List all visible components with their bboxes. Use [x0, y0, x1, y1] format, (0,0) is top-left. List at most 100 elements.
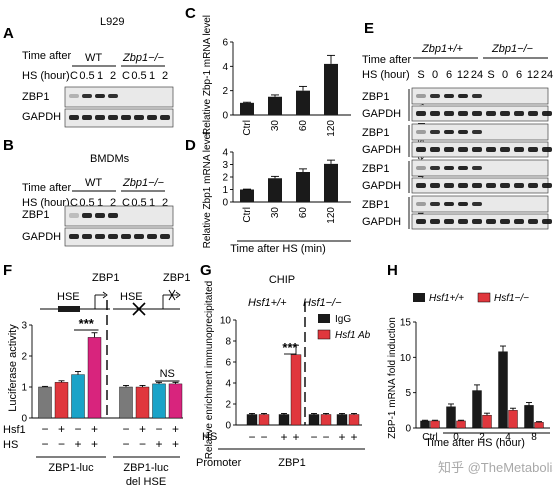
e-lane-8: 12 — [527, 69, 539, 81]
e-gapdh-band-1-9 — [542, 147, 552, 152]
g-legend: IgG Hsf1 Ab — [317, 314, 371, 341]
f-row-hsf1: Hsf1 — [3, 424, 26, 436]
e-row-zbp1-2: ZBP1 — [362, 163, 390, 175]
c-ytick-3: 6 — [222, 38, 228, 49]
f-zbp1-label-2: ZBP1 — [163, 272, 191, 284]
f-bar-1 — [54, 382, 69, 419]
e-gapdh-band-0-7 — [514, 111, 524, 116]
panel-letter-c: C — [185, 5, 196, 22]
e-gapdh-band-0-9 — [542, 111, 552, 116]
f-hsf1-sign-7: + — [172, 422, 179, 436]
h-xtick-4: 8 — [531, 432, 537, 443]
f-hsf1-sign-4: − — [122, 422, 129, 436]
c-xtick-0: Ctrl — [242, 120, 253, 136]
h-xtick-0: Ctrl — [422, 432, 438, 443]
a-time-after: Time after — [22, 50, 71, 62]
f-hsf1-sign-1: + — [58, 422, 65, 436]
h-legend-swatch-ko — [477, 292, 491, 303]
f-hsf1-sign-6: − — [155, 422, 162, 436]
e-lane-labels: S 0 6 12 24 S 0 6 12 24 — [417, 69, 553, 81]
d-bar-2 — [296, 172, 310, 202]
f-bar-6 — [152, 383, 166, 419]
e-row-gapdh-3: GAPDH — [362, 216, 401, 228]
g-hs-sign-3: + — [292, 430, 299, 444]
e-zbp1-band-3-4 — [472, 202, 482, 206]
g-ytick-0: 0 — [225, 421, 231, 432]
b-cell-line: BMDMs — [90, 153, 130, 165]
a-gapdh-band-5 — [134, 115, 144, 120]
a-bands — [69, 94, 170, 120]
b-time-after: Time after — [22, 182, 71, 194]
a-group-ko: Zbp1−/− — [122, 52, 165, 64]
f-ylabel: Luciferase activity — [7, 324, 19, 412]
e-zbp1-band-2-3 — [458, 166, 468, 170]
b-group-wt: WT — [85, 177, 102, 189]
a-gapdh-band-7 — [160, 115, 170, 120]
f-row-hs: HS — [3, 439, 18, 451]
e-gapdh-band-0-0 — [416, 111, 426, 116]
e-gapdh-band-0-5 — [486, 111, 496, 116]
g-bar-0-1 — [278, 414, 290, 426]
e-zbp1-band-3-1 — [430, 202, 440, 206]
a-lane-labels: C 0.5 1 2 C 0.5 1 2 — [70, 70, 168, 82]
b-gapdh-band-5 — [134, 234, 144, 239]
b-group-ko: Zbp1−/− — [122, 177, 165, 189]
e-gapdh-band-1-8 — [528, 147, 538, 152]
watermark: 知乎 @TheMetabolist — [438, 460, 553, 475]
g-hs-sign-6: + — [338, 430, 345, 444]
a-gapdh-band-6 — [147, 115, 157, 120]
e-zbp1-band-2-4 — [472, 166, 482, 170]
c-ytick-1: 2 — [222, 86, 228, 97]
h-xtick-3: 4 — [505, 432, 511, 443]
h-bar-0-3 — [498, 351, 508, 429]
h-bar-1-0 — [430, 420, 440, 429]
d-bar-1 — [268, 178, 282, 202]
f-construct-del: HSE ZBP1 — [113, 272, 191, 316]
c-ylabel: Relative Zbp-1 mRNA level — [202, 15, 213, 135]
g-bar-0-3 — [336, 414, 348, 426]
f-deletion-x-icon — [132, 302, 146, 316]
d-xlabel: Time after HS (min) — [230, 243, 326, 255]
e-lane-6: 0 — [502, 69, 508, 81]
h-ylabel: ZBP-1 mRNA fold induction — [387, 317, 398, 439]
a-lane-5: 0.5 — [131, 70, 146, 82]
d-xtick-0: Ctrl — [242, 207, 253, 223]
f-hs-sign-4: − — [122, 437, 129, 451]
h-ytick-2: 10 — [400, 353, 412, 364]
f-hsf1-sign-2: − — [74, 422, 81, 436]
chart-g: 0 2 4 6 8 10 *** — [220, 302, 362, 432]
panel-letter-g: G — [200, 262, 212, 279]
f-bar-4 — [119, 386, 133, 419]
panel-letter-a: A — [3, 25, 14, 42]
g-title: CHIP — [269, 274, 295, 286]
e-lane-4: 24 — [471, 69, 483, 81]
e-gapdh-band-2-7 — [514, 183, 524, 188]
d-ylabel: Relative Zbp1 mRNA level — [202, 132, 213, 249]
e-zbp1-band-0-0 — [416, 94, 426, 98]
a-lane-0: C — [70, 70, 78, 82]
a-group-wt: WT — [85, 52, 102, 64]
e-gapdh-band-3-0 — [416, 219, 426, 224]
a-lane-2: 1 — [97, 70, 103, 82]
e-zbp1-band-0-2 — [444, 94, 454, 98]
h-legend: Hsf1+/+ Hsf1−/− — [413, 292, 529, 304]
a-gapdh-band-2 — [95, 115, 105, 120]
g-ytick-5: 10 — [220, 316, 232, 327]
chart-f: 0 1 2 3 *** NS — [21, 300, 183, 425]
e-lane-5: S — [487, 69, 494, 81]
f-bar-7 — [168, 383, 183, 419]
g-hs-sign-2: + — [280, 430, 287, 444]
g-bar-1-1 — [290, 354, 302, 426]
e-gapdh-band-2-5 — [486, 183, 496, 188]
b-row-gapdh: GAPDH — [22, 231, 61, 243]
e-tissue-3: Kidney — [415, 198, 426, 229]
panel-letter-d: D — [185, 137, 196, 154]
e-gapdh-band-3-7 — [514, 219, 524, 224]
d-ytick-3: 3 — [222, 160, 228, 171]
a-gapdh-band-3 — [108, 115, 118, 120]
d-xtick-1: 30 — [270, 207, 281, 219]
h-bar-1-3 — [508, 410, 518, 429]
g-legend-igg: IgG — [335, 314, 351, 325]
c-xtick-2: 60 — [298, 120, 309, 132]
h-bar-1-1 — [456, 420, 466, 429]
